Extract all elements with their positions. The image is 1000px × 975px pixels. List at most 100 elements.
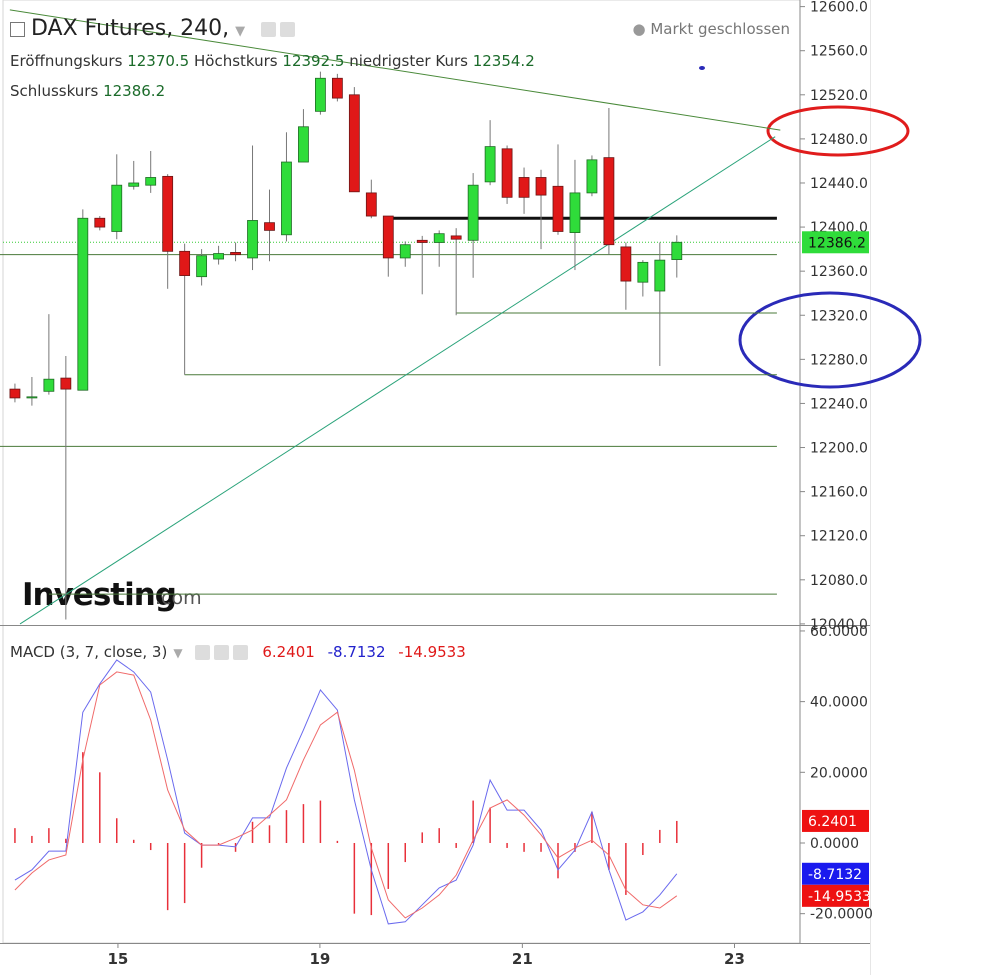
y-tick-label: 40.0000 [810, 695, 868, 711]
watermark: Investing [22, 577, 176, 613]
candle-body [281, 161, 292, 236]
eye-icon[interactable] [194, 645, 210, 660]
macd-row: MACD (3, 7, close, 3) ▼ 6.2401 -8.7132 -1… [10, 643, 466, 661]
dot-annotation [699, 66, 705, 70]
collapse-icon[interactable] [10, 21, 25, 37]
candle-body [535, 177, 547, 196]
candle-body [264, 222, 275, 231]
price-tag [802, 809, 869, 832]
y-tick-label: 12360.0 [810, 264, 868, 280]
candle-body [501, 148, 513, 198]
y-tick-label: 60.0000 [810, 624, 868, 640]
candle-body [230, 252, 241, 256]
y-tick-label: 12600.0 [810, 0, 868, 16]
price-tag-label: -8.7132 [808, 867, 862, 883]
candle-body [654, 259, 666, 292]
ohlc-row: Eröffnungskurs 12370.5 Höchstkurs 12392.… [10, 52, 535, 70]
dropdown-arrow[interactable]: ▼ [173, 646, 183, 660]
chart-title: DAX Futures, 240, [31, 16, 230, 41]
low-label: niedrigster Kurs [349, 52, 468, 70]
candle-body [26, 396, 38, 399]
plot-frame [2, 0, 801, 944]
y-tick-label: 20.0000 [810, 765, 868, 781]
candle-body [179, 250, 191, 276]
watermark-suffix: .com [155, 587, 202, 609]
candle-body [331, 77, 343, 99]
close-row: Schlusskurs 12386.2 [10, 82, 165, 100]
x-tick-label: 15 [108, 950, 129, 968]
price-tag-label: 6.2401 [808, 814, 857, 830]
candle-body [399, 244, 411, 259]
y-tick-label: -20.0000 [810, 907, 873, 923]
candle-body [467, 184, 479, 241]
low-value: 12354.2 [472, 52, 535, 70]
candle-body [620, 246, 632, 282]
y-tick-label: 12040.0 [810, 617, 868, 633]
close-value: 12386.2 [103, 82, 166, 100]
candle-body [637, 261, 649, 283]
candle-body [484, 146, 496, 183]
candle-body [247, 220, 258, 259]
candle-body [298, 126, 309, 163]
open-label: Eröffnungskurs [10, 52, 123, 70]
y-tick-label: 12480.0 [810, 132, 868, 148]
candle-body [552, 185, 564, 232]
candle-body [450, 235, 462, 240]
x-tick-label: 23 [724, 950, 745, 968]
x-tick-label: 19 [309, 950, 330, 968]
eye-icon[interactable] [261, 21, 277, 37]
candle-body [43, 378, 55, 392]
signal-value: -14.9533 [398, 643, 466, 661]
settings-icon[interactable] [280, 21, 296, 37]
candle-body [94, 217, 106, 228]
candle-body [569, 192, 581, 233]
candle-body [77, 217, 89, 391]
y-tick-label: 12080.0 [810, 573, 868, 589]
high-label: Höchstkurs [194, 52, 278, 70]
candle-body [603, 157, 615, 246]
candle-body [586, 159, 598, 194]
hist-value: 6.2401 [262, 643, 315, 661]
trend-line [19, 136, 776, 625]
macd-value: -8.7132 [327, 643, 386, 661]
y-tick-label: 12240.0 [810, 396, 868, 412]
y-tick-label: 12200.0 [810, 441, 868, 457]
candle-body [162, 175, 174, 252]
candle-body [60, 377, 72, 390]
y-tick-label: 12160.0 [810, 485, 868, 501]
title-row: DAX Futures, 240, ▼ [10, 16, 296, 41]
trend-line [9, 9, 781, 131]
candle-body [9, 388, 21, 399]
y-tick-label: 12120.0 [810, 529, 868, 545]
macd-title: MACD (3, 7, close, 3) [10, 643, 168, 661]
dropdown-arrow[interactable]: ▼ [235, 24, 246, 39]
macd-line [14, 659, 678, 925]
price-tag-label: -14.9533 [808, 889, 871, 905]
close-icon[interactable] [232, 645, 248, 660]
y-tick-label: 12440.0 [810, 176, 868, 192]
blue-circle-annotation [738, 291, 922, 389]
candle-body [433, 233, 445, 243]
x-tick-label: 21 [512, 950, 533, 968]
candle-body [518, 177, 530, 198]
candle-body [196, 255, 208, 278]
macd-line [14, 671, 678, 919]
price-tag [802, 884, 869, 907]
candle-body [365, 192, 377, 217]
settings-icon[interactable] [213, 645, 229, 660]
candle-body [213, 253, 224, 260]
candle-body [315, 77, 326, 112]
y-tick-label: 12320.0 [810, 308, 868, 324]
y-tick-label: 12280.0 [810, 352, 868, 368]
candle-body [416, 239, 428, 243]
status-text: Markt geschlossen [650, 20, 790, 38]
price-tag [802, 231, 869, 254]
candle-body [382, 215, 394, 259]
high-value: 12392.5 [282, 52, 345, 70]
candle-body [671, 241, 683, 260]
close-label: Schlusskurs [10, 82, 99, 100]
candle-body [128, 182, 140, 187]
y-tick-label: 12560.0 [810, 44, 868, 60]
